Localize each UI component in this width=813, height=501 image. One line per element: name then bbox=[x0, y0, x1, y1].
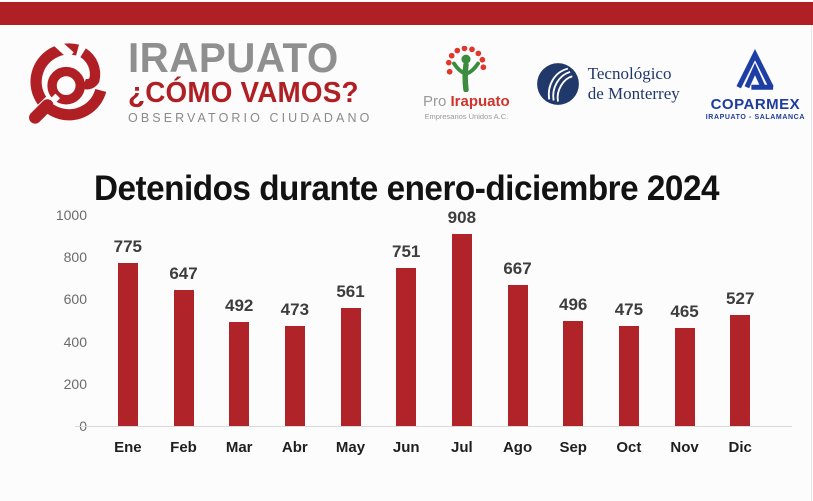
bar-value-label: 527 bbox=[726, 288, 755, 308]
month-label: Nov bbox=[670, 439, 699, 456]
month-label: Mar bbox=[225, 439, 253, 456]
y-axis: 02004006008001000 bbox=[35, 208, 87, 433]
coparmex-subtitle: IRAPUATO - SALAMANCA bbox=[705, 114, 805, 121]
chart-title: Detenidos durante enero-diciembre 2024 bbox=[93, 169, 719, 209]
brand-tagline: ¿CÓMO VAMOS? bbox=[128, 76, 359, 109]
month-label: Oct bbox=[616, 439, 642, 456]
bar-value-label: 492 bbox=[224, 296, 254, 316]
bar-value-label: 473 bbox=[280, 300, 310, 320]
bar-column-ago: 667 Ago bbox=[490, 215, 546, 456]
bar-column-jul: 908 Jul bbox=[434, 208, 490, 456]
bar-value-label: 465 bbox=[670, 301, 699, 321]
month-label: Feb bbox=[170, 439, 197, 456]
bar-value-label: 667 bbox=[503, 259, 532, 279]
coparmex-icon bbox=[736, 49, 774, 90]
month-label: May bbox=[335, 439, 366, 456]
bar-column-mar: 492 Mar bbox=[211, 215, 267, 456]
tec-de-monterrey-name: Tecnológico de Monterrey bbox=[587, 64, 680, 103]
top-banner bbox=[0, 2, 813, 25]
slide-right-edge bbox=[811, 25, 812, 501]
coparmex-name: COPARMEX bbox=[710, 96, 801, 113]
month-label: Sep bbox=[559, 439, 587, 456]
pro-irapuato-subtitle: Empresarios Unidos A.C. bbox=[424, 111, 509, 121]
month-label: Ago bbox=[502, 439, 533, 456]
y-axis-tick-label: 800 bbox=[63, 249, 87, 266]
month-label: Jun bbox=[392, 439, 420, 456]
month-label: Abr bbox=[281, 439, 308, 456]
bar bbox=[451, 234, 472, 426]
pro-irapuato-icon bbox=[446, 46, 487, 93]
pro-irapuato-name: Pro Irapuato bbox=[422, 93, 510, 111]
partner-logos: Pro Irapuato Empresarios Unidos A.C. Tec… bbox=[423, 46, 805, 121]
coparmex-logo: COPARMEX IRAPUATO - SALAMANCA bbox=[706, 46, 805, 121]
bar bbox=[229, 322, 250, 426]
bar bbox=[284, 326, 305, 426]
bar bbox=[563, 321, 584, 426]
bar-column-may: 561 May bbox=[323, 215, 379, 456]
bar bbox=[730, 314, 751, 426]
bar-column-sep: 496 Sep bbox=[545, 215, 601, 456]
bar-value-label: 775 bbox=[113, 236, 143, 256]
bar-column-jun: 751 Jun bbox=[378, 215, 434, 457]
x-axis-line bbox=[75, 426, 792, 427]
bar bbox=[396, 267, 417, 426]
bar bbox=[507, 285, 528, 426]
bar bbox=[618, 325, 639, 426]
tec-de-monterrey-logo: Tecnológico de Monterrey bbox=[536, 62, 680, 106]
bar-column-feb: 647 Feb bbox=[156, 215, 212, 457]
bar bbox=[173, 289, 194, 426]
bar-value-label: 647 bbox=[169, 263, 198, 283]
bar bbox=[674, 327, 695, 426]
bar-value-label: 475 bbox=[614, 299, 644, 319]
brand-text: IRAPUATO ¿CÓMO VAMOS? OBSERVATORIO CIUDA… bbox=[128, 33, 372, 125]
month-label: Ene bbox=[114, 439, 142, 456]
brand-name: IRAPUATO bbox=[128, 34, 339, 81]
brand-block: IRAPUATO ¿CÓMO VAMOS? OBSERVATORIO CIUDA… bbox=[22, 33, 372, 127]
bar-value-label: 561 bbox=[336, 281, 365, 301]
brand-subtitle: OBSERVATORIO CIUDADANO bbox=[128, 111, 373, 126]
y-axis-tick-label: 200 bbox=[63, 375, 87, 392]
irapuato-como-vamos-logo-icon bbox=[22, 33, 107, 127]
bar-value-label: 751 bbox=[392, 241, 421, 261]
bar-column-ene: 775 Ene bbox=[100, 215, 156, 457]
y-axis-tick-label: 1000 bbox=[55, 207, 87, 223]
bar bbox=[340, 307, 361, 426]
bar bbox=[117, 262, 138, 426]
y-axis-tick-label: 600 bbox=[63, 291, 87, 308]
bar-value-label: 908 bbox=[447, 208, 477, 228]
tec-de-monterrey-icon bbox=[536, 62, 579, 105]
bar-column-abr: 473 Abr bbox=[267, 215, 323, 456]
y-axis-tick-label: 400 bbox=[63, 333, 87, 350]
bar-chart: 775 Ene 647 Feb 492 Mar 473 Abr 561 May 751 Jun 908 J… bbox=[100, 208, 768, 457]
bar-column-oct: 475 Oct bbox=[601, 215, 657, 456]
bar-value-label: 496 bbox=[559, 295, 588, 315]
month-label: Jul bbox=[451, 439, 473, 456]
bar-column-nov: 465 Nov bbox=[657, 215, 713, 456]
month-label: Dic bbox=[728, 439, 752, 456]
pro-irapuato-logo: Pro Irapuato Empresarios Unidos A.C. bbox=[423, 46, 510, 121]
bar-column-dic: 527 Dic bbox=[712, 215, 768, 456]
